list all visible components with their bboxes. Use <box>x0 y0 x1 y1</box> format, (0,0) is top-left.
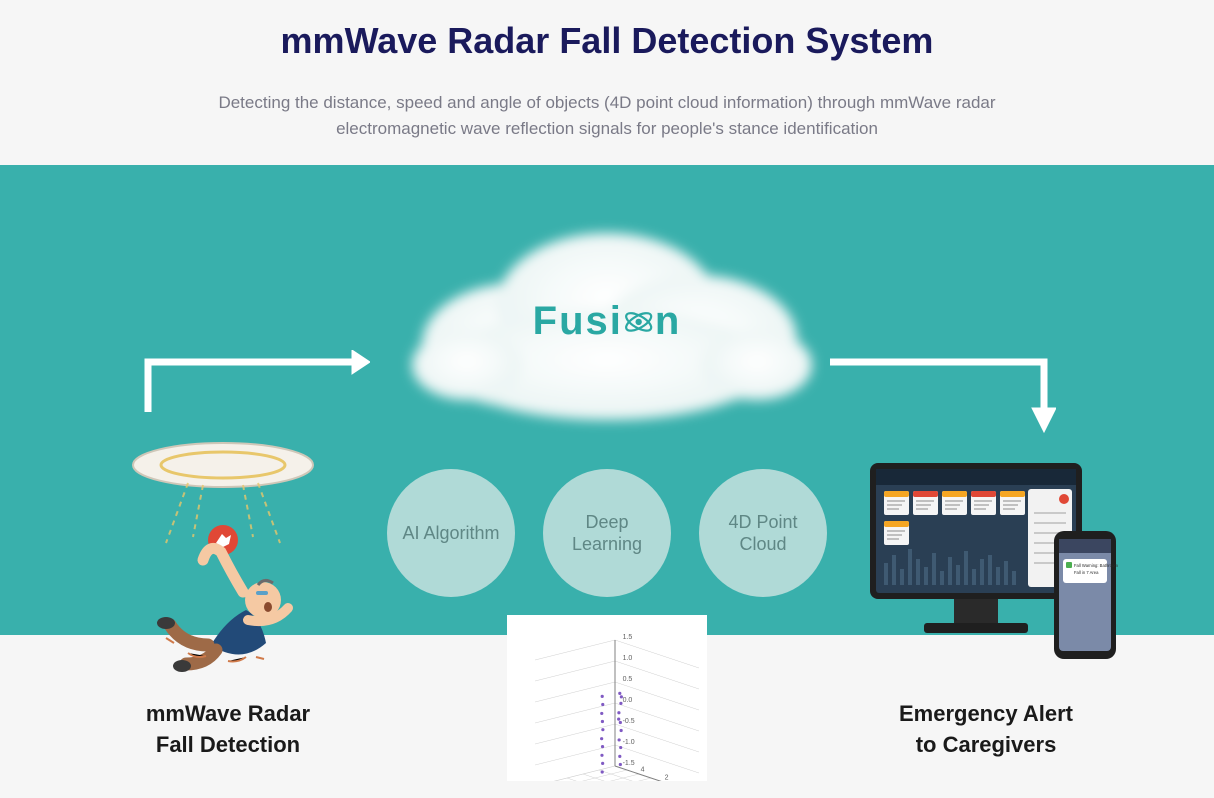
desktop-dashboard-icon <box>870 463 1082 633</box>
left-caption-line2: Fall Detection <box>108 730 348 761</box>
arrow-left <box>140 350 370 420</box>
right-caption-line1: Emergency Alert <box>866 699 1106 730</box>
diagram-band: Fusi n AI Algorithm Deep Learning 4D Poi… <box>0 165 1214 635</box>
atom-icon <box>621 303 657 339</box>
svg-text:2: 2 <box>665 775 669 781</box>
circle-ai-algorithm: AI Algorithm <box>387 469 515 597</box>
cloud-group: Fusi n <box>377 215 837 435</box>
svg-text:4: 4 <box>641 767 645 774</box>
right-caption-line2: to Caregivers <box>866 730 1106 761</box>
circle-4d-point-cloud: 4D Point Cloud <box>699 469 827 597</box>
left-caption-line1: mmWave Radar <box>108 699 348 730</box>
phone-notif-body: Fall in 7 Area <box>1074 570 1099 575</box>
left-caption: mmWave Radar Fall Detection <box>108 699 348 761</box>
svg-text:1.0: 1.0 <box>623 655 633 662</box>
phone-notif-title: Fall Warning: Bathroom <box>1074 563 1118 568</box>
fusion-text-suffix: n <box>655 299 681 344</box>
ceiling-sensor-icon <box>133 443 313 487</box>
fusion-text-prefix: Fusi <box>533 299 623 344</box>
svg-text:0.5: 0.5 <box>623 676 633 683</box>
right-caption: Emergency Alert to Caregivers <box>866 699 1106 761</box>
page-subtitle: Detecting the distance, speed and angle … <box>157 90 1057 141</box>
svg-text:-0.5: -0.5 <box>623 718 635 725</box>
point-cloud-chart: 012345-2024-1.5-1.0-0.50.00.51.01.5 <box>507 615 707 781</box>
fusion-logo: Fusi n <box>533 299 682 344</box>
circle-deep-learning: Deep Learning <box>543 469 671 597</box>
page-title: mmWave Radar Fall Detection System <box>60 20 1154 62</box>
arrow-right <box>826 350 1056 436</box>
svg-text:-1.5: -1.5 <box>623 760 635 767</box>
svg-text:1.5: 1.5 <box>623 634 633 641</box>
footer-row: mmWave Radar Fall Detection 012345-2024-… <box>0 635 1214 761</box>
feature-circles: AI Algorithm Deep Learning 4D Point Clou… <box>387 469 827 597</box>
svg-text:-1.0: -1.0 <box>623 739 635 746</box>
svg-text:0.0: 0.0 <box>623 697 633 704</box>
